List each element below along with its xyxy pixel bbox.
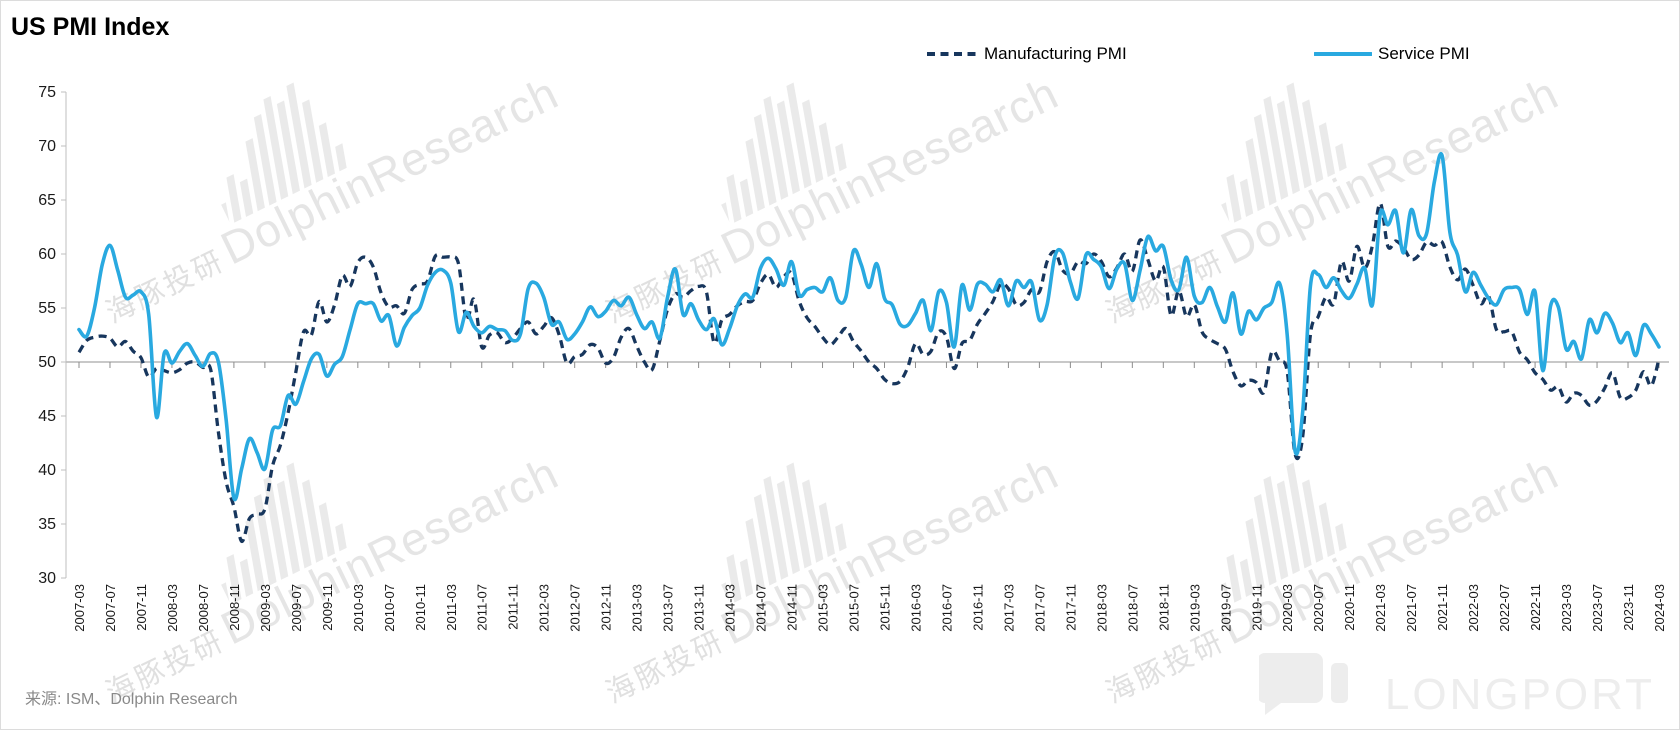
x-tick-label: 2015-03 — [816, 584, 831, 632]
y-tick-label: 45 — [38, 408, 56, 425]
x-tick-label: 2010-11 — [413, 584, 428, 631]
legend-item-service: Service PMI — [1314, 44, 1470, 64]
x-tick-label: 2020-03 — [1280, 584, 1295, 632]
x-tick-label: 2018-07 — [1125, 584, 1140, 632]
x-tick-label: 2019-11 — [1249, 584, 1264, 631]
x-tick-label: 2023-07 — [1590, 584, 1605, 632]
y-tick-label: 30 — [38, 570, 56, 587]
x-tick-label: 2015-11 — [877, 584, 892, 631]
x-tick-label: 2016-03 — [908, 584, 923, 632]
x-tick-label: 2014-03 — [723, 584, 738, 632]
y-tick-label: 50 — [38, 354, 56, 371]
x-tick-label: 2013-03 — [630, 584, 645, 632]
series-path-service-pmi — [77, 152, 1661, 502]
x-tick-label: 2022-07 — [1497, 584, 1512, 632]
legend-label: Manufacturing PMI — [984, 44, 1127, 63]
x-tick-label: 2021-03 — [1373, 584, 1388, 632]
manufacturing-dash-sample-icon — [927, 52, 977, 56]
x-tick-label: 2024-03 — [1652, 584, 1667, 632]
service-line-sample-icon — [1314, 52, 1372, 56]
x-tick-label: 2007-07 — [103, 584, 118, 632]
y-tick-label: 35 — [38, 516, 56, 533]
x-tick-label: 2007-03 — [72, 584, 87, 632]
x-tick-label: 2014-07 — [754, 584, 769, 632]
legend-item-manufacturing: Manufacturing PMI — [926, 44, 1127, 64]
x-tick-label: 2018-11 — [1156, 584, 1171, 631]
x-tick-label: 2007-11 — [134, 584, 149, 631]
x-tick-label: 2011-11 — [506, 584, 521, 630]
x-tick-label: 2009-07 — [289, 584, 304, 632]
x-tick-label: 2013-07 — [661, 584, 676, 632]
x-tick-label: 2019-03 — [1187, 584, 1202, 632]
x-tick-label: 2021-07 — [1404, 584, 1419, 632]
longport-wordmark: LONGPORT — [1384, 670, 1655, 719]
x-tick-label: 2016-11 — [970, 584, 985, 631]
x-tick-label: 2017-03 — [1001, 584, 1016, 632]
x-tick-label: 2017-07 — [1032, 584, 1047, 632]
x-tick-label: 2010-07 — [382, 584, 397, 632]
y-tick-label: 65 — [38, 192, 56, 209]
x-tick-label: 2021-11 — [1435, 584, 1450, 631]
y-tick-label: 55 — [38, 300, 56, 317]
y-tick-label: 70 — [38, 138, 56, 155]
x-tick-label: 2011-03 — [444, 584, 459, 631]
x-tick-label: 2010-03 — [351, 584, 366, 632]
x-tick-label: 2020-11 — [1342, 584, 1357, 631]
x-tick-label: 2012-11 — [599, 584, 614, 631]
x-tick-label: 2012-03 — [537, 584, 552, 632]
x-tick-label: 2011-07 — [475, 584, 490, 631]
x-tick-label: 2009-03 — [258, 584, 273, 632]
y-tick-label: 60 — [38, 246, 56, 263]
series-path-manufacturing-pmi — [77, 201, 1661, 543]
y-tick-label: 75 — [38, 84, 56, 101]
y-tick-label: 40 — [38, 462, 56, 479]
x-tick-label: 2017-11 — [1063, 584, 1078, 631]
x-tick-label: 2023-11 — [1621, 584, 1636, 631]
x-tick-label: 2008-03 — [165, 584, 180, 632]
x-tick-label: 2019-07 — [1218, 584, 1233, 632]
x-tick-label: 2008-11 — [227, 584, 242, 631]
x-tick-label: 2020-07 — [1311, 584, 1326, 632]
x-tick-label: 2015-07 — [847, 584, 862, 632]
longport-mark-icon — [1258, 653, 1348, 715]
x-tick-label: 2009-11 — [320, 584, 335, 631]
x-tick-label: 2023-03 — [1559, 584, 1574, 632]
x-tick-label: 2014-11 — [785, 584, 800, 631]
x-tick-label: 2013-11 — [692, 584, 707, 631]
x-tick-label: 2018-03 — [1094, 584, 1109, 632]
legend-label: Service PMI — [1378, 44, 1470, 63]
x-tick-label: 2022-03 — [1466, 584, 1481, 632]
longport-logo: LONGPORT — [1258, 653, 1655, 719]
x-tick-label: 2012-07 — [568, 584, 583, 632]
x-tick-label: 2022-11 — [1528, 584, 1543, 631]
x-tick-label: 2008-07 — [196, 584, 211, 632]
source-note: 来源: ISM、Dolphin Research — [25, 691, 238, 708]
x-tick-label: 2016-07 — [939, 584, 954, 632]
page-title: US PMI Index — [11, 13, 170, 41]
